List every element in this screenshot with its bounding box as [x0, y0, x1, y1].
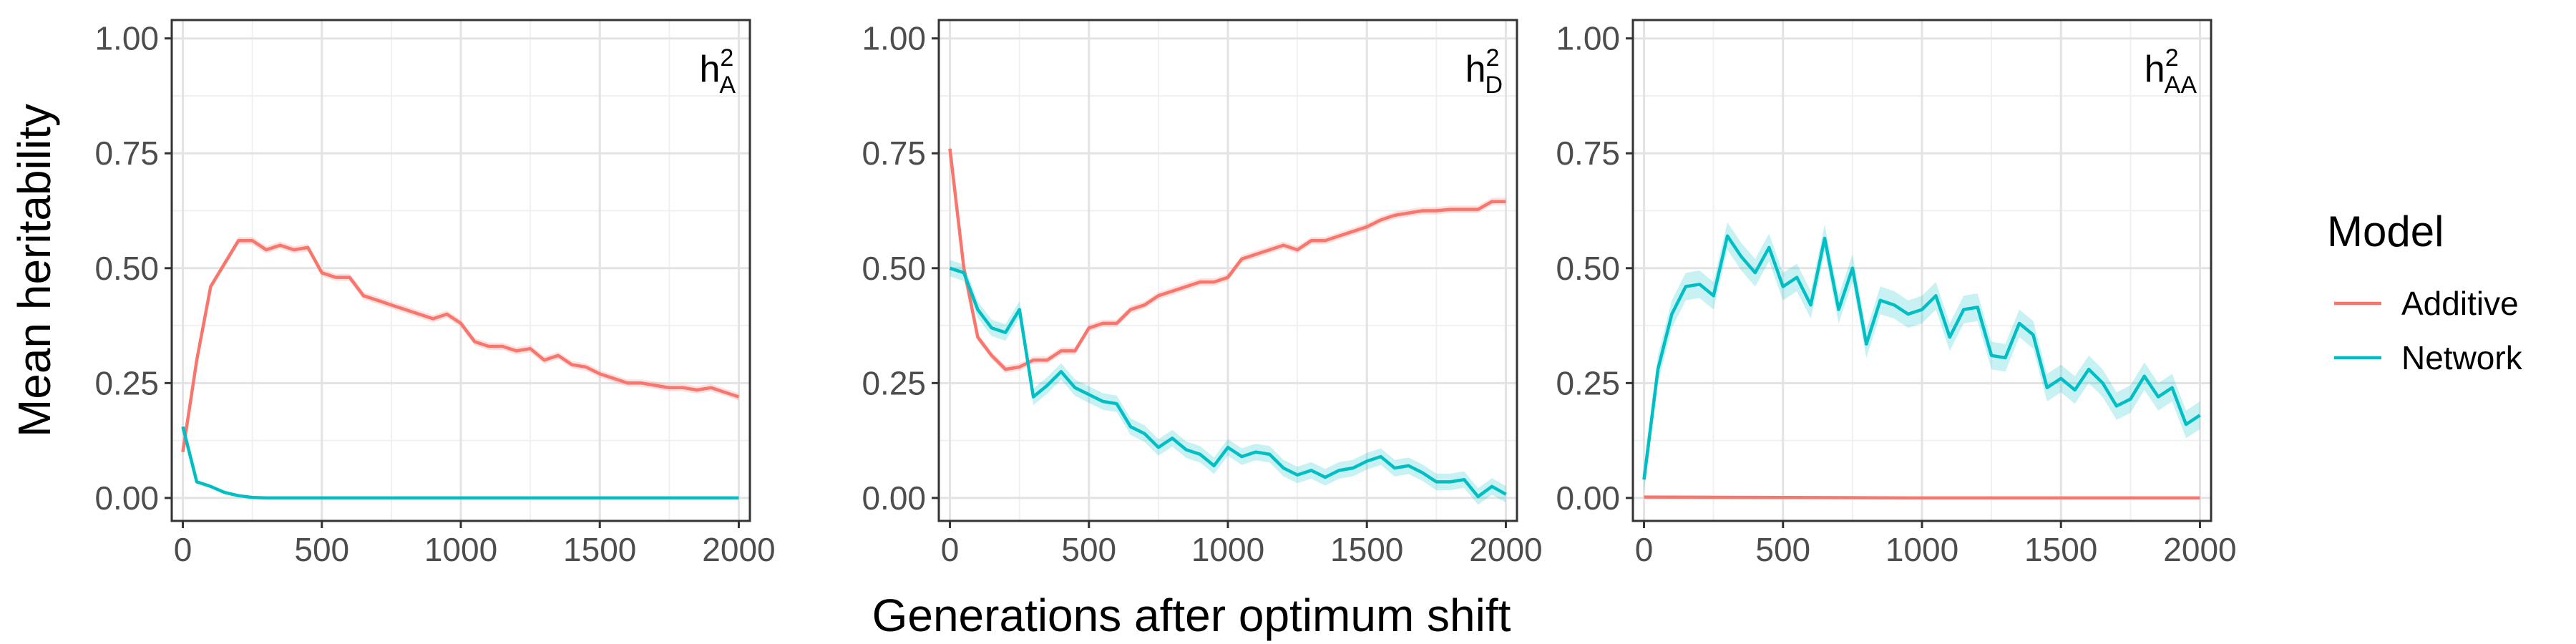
panel-1: 0 500 1000 1500 2000 0.00 0.25 0.50 0.75 1.00 h2 A	[94, 19, 776, 568]
y-tick-label: 0.75	[862, 135, 926, 172]
legend-title: Model	[2327, 208, 2444, 255]
y-tick-label: 0.50	[862, 250, 926, 287]
x-tick-label: 0	[1635, 531, 1654, 568]
x-tick-label: 0	[941, 531, 960, 568]
y-tick-label: 1.00	[94, 20, 159, 57]
x-tick-label: 500	[294, 531, 349, 568]
legend: Model Additive Network	[2327, 208, 2523, 376]
x-tick-label: 2000	[702, 531, 775, 568]
x-axis-title: Generations after optimum shift	[872, 590, 1511, 641]
facet-label: h2 D	[1465, 44, 1503, 99]
panel-2: 0 500 1000 1500 2000 0.00 0.25 0.50 0.75 1.00 h2 D	[862, 19, 1543, 568]
x-tick-label: 1500	[2024, 531, 2097, 568]
series-line-network	[181, 426, 739, 500]
facet-label-main: h	[699, 49, 720, 90]
x-tick-label: 500	[1061, 531, 1116, 568]
y-tick-label: 0.00	[1556, 479, 1620, 517]
x-tick-label: 1000	[1191, 531, 1264, 568]
facet-label-sub: A	[719, 72, 736, 99]
series-line-additive	[1644, 495, 2200, 500]
y-tick-label: 0.25	[1556, 364, 1620, 401]
y-tick-label: 0.25	[862, 364, 926, 401]
legend-label-network: Network	[2401, 339, 2523, 376]
x-tick-label: 500	[1755, 531, 1810, 568]
facet-label-sup: 2	[720, 44, 733, 72]
facet-label: h2 A	[699, 44, 736, 99]
facet-label-main: h	[2145, 49, 2165, 90]
series-line-network	[949, 266, 1507, 499]
facet-label-sub: D	[1485, 72, 1503, 99]
facet-label-sup: 2	[1486, 44, 1500, 72]
x-tick-label: 1500	[563, 531, 636, 568]
panel-3: 0 500 1000 1500 2000 0.00 0.25 0.50 0.75 1.00 h2 AA	[1556, 19, 2237, 568]
facet-label-sup: 2	[2165, 44, 2179, 72]
y-axis-title: Mean heritability	[9, 104, 60, 437]
ribbon-network	[1644, 222, 2200, 494]
y-tick-label: 1.00	[862, 20, 926, 57]
x-tick-label: 1500	[1330, 531, 1403, 568]
facet-label-sub: AA	[2165, 72, 2197, 99]
series-line-additive	[948, 148, 1506, 371]
x-tick-label: 1000	[1885, 531, 1958, 568]
y-tick-label: 0.75	[1556, 135, 1620, 172]
y-tick-label: 0.50	[1556, 250, 1620, 287]
y-tick-label: 0.50	[94, 250, 159, 287]
y-tick-label: 0.75	[94, 135, 159, 172]
x-tick-label: 2000	[1469, 531, 1542, 568]
series-line-network	[1642, 234, 2201, 480]
y-tick-label: 0.00	[862, 479, 926, 517]
facet-label: h2 AA	[2145, 44, 2197, 99]
x-tick-label: 0	[174, 531, 192, 568]
y-tick-label: 0.25	[94, 364, 159, 401]
y-tick-label: 0.00	[94, 479, 159, 517]
x-tick-label: 1000	[424, 531, 497, 568]
y-tick-label: 1.00	[1556, 20, 1620, 57]
x-tick-label: 2000	[2163, 531, 2236, 568]
legend-label-additive: Additive	[2401, 285, 2519, 322]
facet-label-main: h	[1465, 49, 1486, 90]
series-line-additive	[181, 239, 740, 453]
